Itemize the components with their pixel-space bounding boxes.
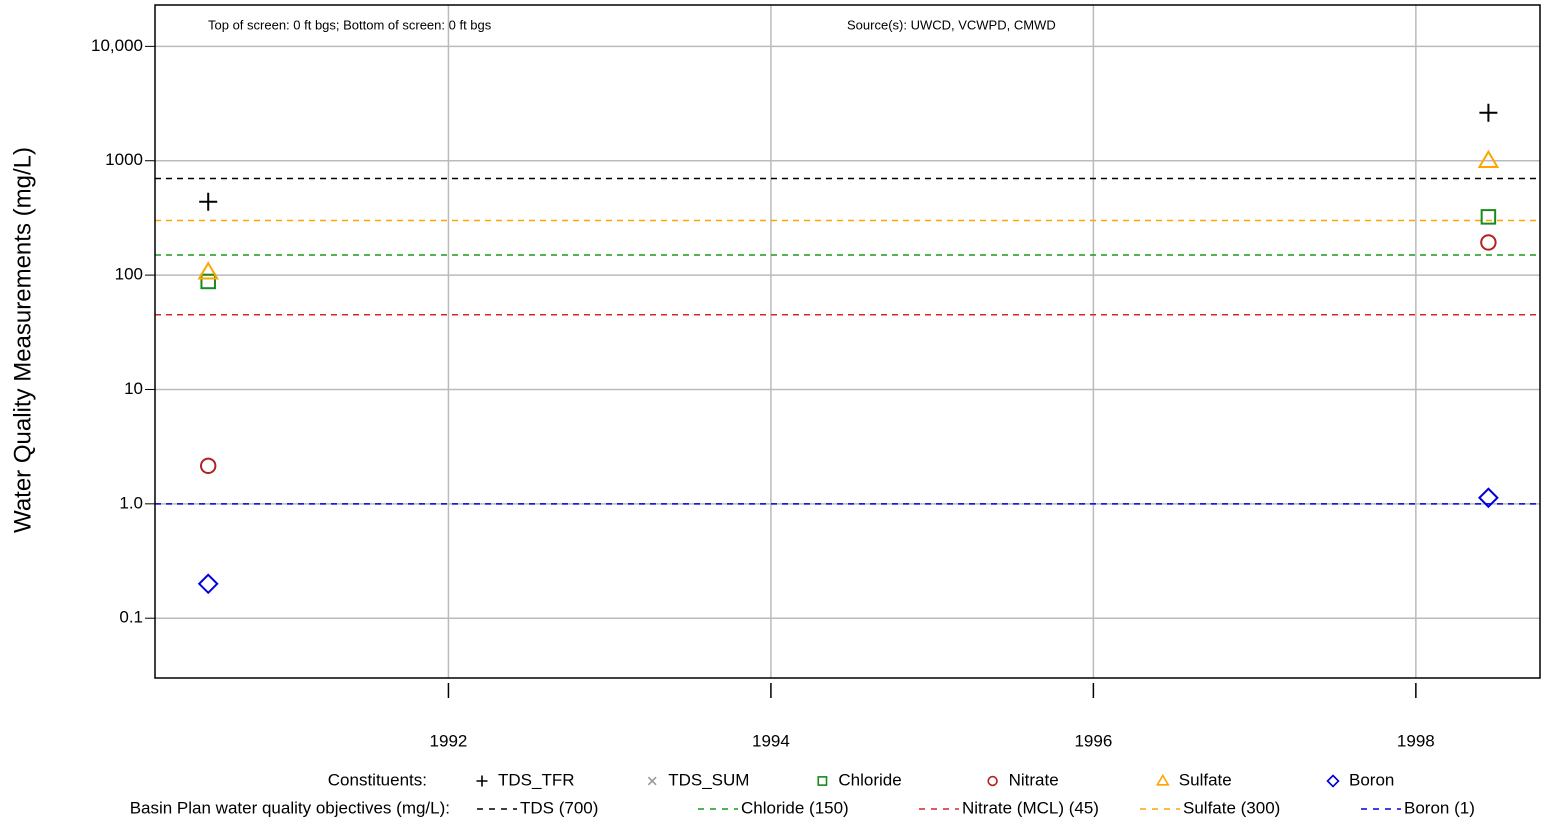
data-point	[200, 457, 217, 475]
plot-frame	[154, 4, 1541, 679]
y-tick-label: 100	[115, 265, 143, 284]
legend-title: Constituents:	[328, 770, 427, 789]
legend-label: Chloride (150)	[741, 798, 849, 817]
annotation: Top of screen: 0 ft bgs; Bottom of scree…	[208, 17, 492, 32]
legend-marker	[1155, 773, 1170, 786]
y-tick-label: 10	[124, 379, 143, 398]
legend-title: Basin Plan water quality objectives (mg/…	[130, 798, 450, 817]
data-point	[1479, 103, 1498, 122]
x-tick-label: 1996	[1074, 731, 1112, 750]
y-tick-label: 1000	[105, 150, 143, 169]
data-point	[200, 273, 216, 290]
x-tick-label: 1998	[1397, 731, 1435, 750]
legend-marker	[987, 775, 998, 787]
data-point	[1477, 149, 1500, 169]
legend-marker	[1326, 774, 1340, 788]
data-point	[1480, 234, 1497, 251]
data-point	[197, 573, 219, 595]
legend-marker	[476, 775, 488, 787]
legend-label: TDS_SUM	[668, 770, 749, 789]
data-point	[1480, 209, 1497, 225]
annotation: Source(s): UWCD, VCWPD, CMWD	[847, 17, 1056, 32]
data-point	[1477, 487, 1499, 509]
legend-marker	[647, 776, 657, 786]
legend-label: Chloride	[838, 770, 901, 789]
legend-label: Sulfate	[1179, 770, 1232, 789]
legend-label: Boron	[1349, 770, 1394, 789]
x-tick-label: 1994	[752, 731, 790, 750]
data-point	[199, 192, 218, 211]
data-point	[197, 261, 219, 280]
legend-label: Nitrate	[1009, 770, 1059, 789]
y-tick-label: 0.1	[119, 608, 143, 627]
legend-marker	[817, 776, 828, 786]
legend-label: Nitrate (MCL) (45)	[962, 798, 1099, 817]
y-tick-label: 1.0	[119, 493, 143, 512]
y-tick-label: 10,000	[91, 36, 143, 55]
legend-label: Boron (1)	[1404, 798, 1475, 817]
y-axis-label: Water Quality Measurements (mg/L)	[9, 147, 36, 533]
x-tick-label: 1992	[430, 731, 468, 750]
legend-label: TDS (700)	[520, 798, 598, 817]
legend-label: Sulfate (300)	[1183, 798, 1280, 817]
legend-label: TDS_TFR	[498, 770, 575, 789]
